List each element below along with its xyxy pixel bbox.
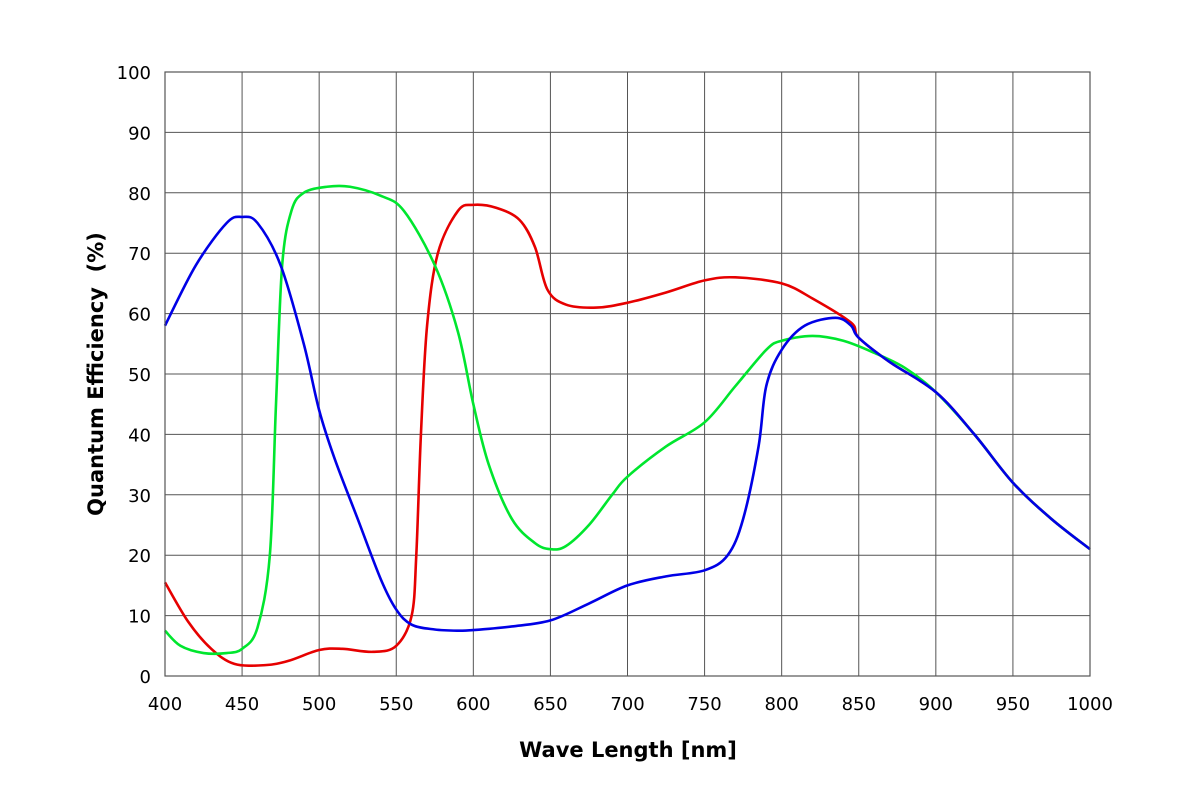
x-tick-label: 450: [225, 694, 259, 715]
y-tick-label: 40: [128, 425, 151, 446]
x-tick-label: 700: [610, 694, 644, 715]
y-axis-title: Quantum Efficiency (%): [84, 232, 108, 516]
y-tick-label: 50: [128, 365, 151, 386]
x-tick-label: 1000: [1067, 694, 1113, 715]
plot-frame: [164, 71, 1091, 677]
y-tick-labels: 0 10 20 30 40 50 60 70 80 90 100: [117, 63, 151, 688]
y-tick-label: 0: [140, 667, 151, 688]
x-tick-label: 900: [919, 694, 953, 715]
y-tick-label: 20: [128, 546, 151, 567]
y-tick-label: 90: [128, 123, 151, 144]
y-tick-label: 10: [128, 607, 151, 628]
x-tick-labels: 400 450 500 550 600 650 700 750 800 850 900 950 1000: [148, 694, 1113, 715]
x-tick-label: 650: [533, 694, 567, 715]
x-tick-label: 550: [379, 694, 413, 715]
x-tick-label: 600: [456, 694, 490, 715]
y-tick-label: 70: [128, 244, 151, 265]
x-tick-label: 500: [302, 694, 336, 715]
y-tick-label: 60: [128, 305, 151, 326]
x-tick-label: 800: [764, 694, 798, 715]
y-tick-label: 100: [117, 63, 151, 84]
y-tick-label: 80: [128, 184, 151, 205]
y-tick-label: 30: [128, 486, 151, 507]
x-tick-label: 750: [687, 694, 721, 715]
series-group: [163, 184, 1091, 668]
x-axis-title: Wave Length [nm]: [519, 738, 737, 762]
x-tick-label: 850: [842, 694, 876, 715]
series-line-blue: [163, 215, 1091, 633]
x-tick-label: 950: [996, 694, 1030, 715]
x-tick-label: 400: [148, 694, 182, 715]
series-line-green: [164, 184, 1091, 656]
